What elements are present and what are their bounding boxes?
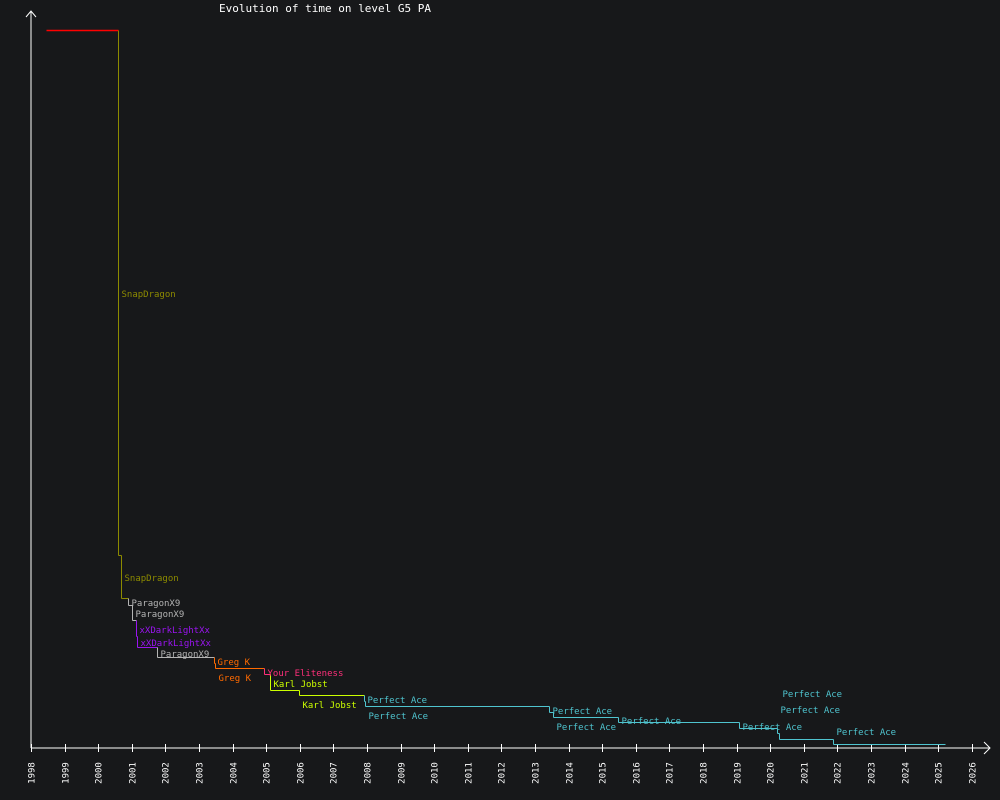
holder-label: Greg K (219, 674, 252, 684)
x-tick-label: 2003 (196, 762, 206, 784)
holder-label: Perfect Ace (622, 717, 682, 727)
x-tick-label: 2012 (498, 762, 508, 784)
x-tick-label: 2016 (633, 762, 643, 784)
holder-label: Perfect Ace (557, 723, 617, 733)
x-tick-label: 2006 (297, 762, 307, 784)
holder-label: Perfect Ace (553, 707, 613, 717)
holder-label: Greg K (218, 658, 251, 668)
holder-label: Perfect Ace (783, 690, 843, 700)
holder-label: Karl Jobst (274, 680, 328, 690)
x-tick-label: 2022 (834, 762, 844, 784)
holder-label: xXDarkLightXx (140, 626, 211, 636)
chart-title: Evolution of time on level G5 PA (219, 2, 431, 15)
x-tick-label: 2011 (465, 762, 475, 784)
x-ticks: 1998 1999 2000 2001 2002 2003 2004 2005 2006 2007… (28, 744, 979, 784)
holder-label: ParagonX9 (132, 599, 181, 609)
x-tick-label: 2025 (935, 762, 945, 784)
holder-label: Perfect Ace (369, 712, 429, 722)
x-tick-label: 2007 (330, 762, 340, 784)
x-tick-label: 1999 (62, 762, 72, 784)
holder-label: ParagonX9 (161, 650, 210, 660)
y-axis-arrow (25, 10, 37, 18)
x-tick-label: 2018 (700, 762, 710, 784)
axes (25, 10, 991, 755)
x-tick-label: 2026 (969, 762, 979, 784)
series (46, 29, 946, 745)
holder-label: SnapDragon (125, 574, 179, 584)
holder-label: Perfect Ace (743, 723, 803, 733)
holder-label: Perfect Ace (837, 728, 897, 738)
holder-label: ParagonX9 (136, 610, 185, 620)
holder-label: Your Eliteness (268, 669, 344, 679)
x-tick-label: 2014 (566, 762, 576, 784)
x-tick-label: 2013 (532, 762, 542, 784)
x-tick-label: 2023 (868, 762, 878, 784)
x-tick-label: 2020 (767, 762, 777, 784)
x-axis-arrow (983, 741, 991, 755)
x-tick-label: 2019 (734, 762, 744, 784)
holder-label: xXDarkLightXx (141, 639, 212, 649)
x-tick-label: 2010 (431, 762, 441, 784)
holder-label: Karl Jobst (303, 701, 357, 711)
holder-label: SnapDragon (122, 290, 176, 300)
x-tick-label: 2005 (263, 762, 273, 784)
x-tick-label: 2024 (902, 762, 912, 784)
x-tick-label: 2015 (599, 762, 609, 784)
x-tick-label: 2004 (230, 762, 240, 784)
x-tick-label: 2009 (398, 762, 408, 784)
holder-label: Perfect Ace (781, 706, 841, 716)
x-tick-label: 1998 (28, 762, 38, 784)
x-tick-label: 2000 (95, 762, 105, 784)
holder-labels: SnapDragonSnapDragonParagonX9ParagonX9xX… (122, 290, 897, 738)
x-tick-label: 2001 (129, 762, 139, 784)
x-tick-label: 2017 (666, 762, 676, 784)
holder-label: Perfect Ace (368, 696, 428, 706)
x-tick-label: 2008 (364, 762, 374, 784)
x-tick-label: 2002 (162, 762, 172, 784)
x-tick-label: 2021 (801, 762, 811, 784)
